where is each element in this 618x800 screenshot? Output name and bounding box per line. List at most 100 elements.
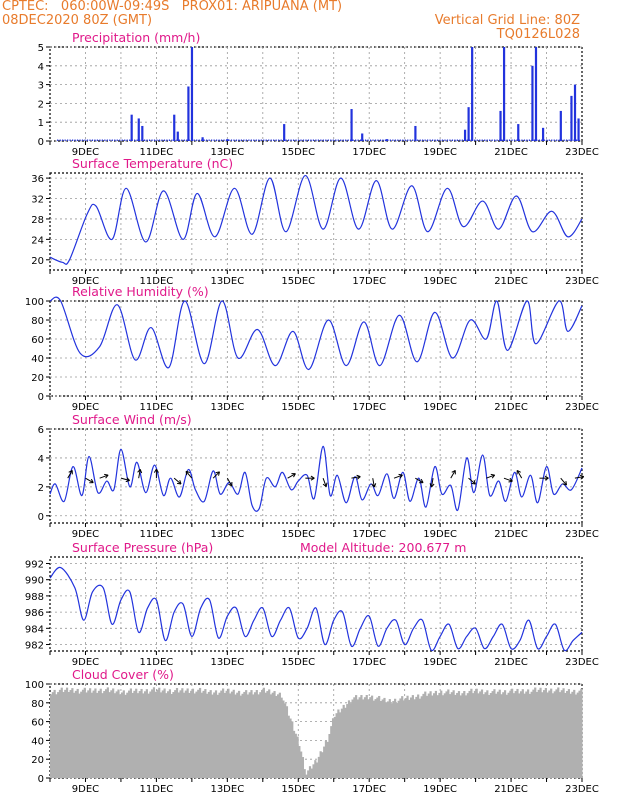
precip-trace [273,139,275,141]
cloud-bar [528,693,531,778]
cloud-bar [147,693,150,778]
precip-bar [361,133,364,141]
wind-arrow [99,474,109,479]
x-tick-label: 23DEC [565,147,599,158]
precip-trace [240,139,243,141]
cloud-bar [156,689,159,778]
cloud-bar [230,691,234,778]
cloud-bar [273,691,276,778]
cloud-bar [60,687,63,778]
cloud-bar [489,693,492,778]
cloud-bar [64,689,67,778]
cloud-bar [473,690,477,778]
x-tick-label: 11DEC [140,784,174,795]
cloud-bar [388,699,391,778]
cloud-bar [502,692,505,778]
cloud-bar [571,691,574,778]
precip-trace [422,139,424,141]
cloud-bar [271,692,274,778]
cloud-bar [392,701,395,778]
precip-trace [225,139,228,141]
cloud-bar [115,691,118,778]
precip-trace [151,139,153,141]
precip-trace [325,139,327,141]
cloud-bar [65,687,69,778]
precip-trace [287,139,290,141]
header-date: 08DEC2020 80Z (GMT) [2,13,153,28]
precip-trace [372,139,374,141]
cloud-bar [323,746,326,778]
precip-trace [355,139,357,141]
precip-trace [109,139,111,141]
precip-bar [559,110,562,141]
y-tick-label: 40 [31,354,44,365]
cloud-bar [557,687,560,778]
x-tick-label: 9DEC [72,657,99,668]
cloud-bar [96,692,99,778]
precip-trace [300,139,302,141]
wind-arrow-head [228,481,233,487]
precip-trace [235,139,238,141]
precip-trace [129,139,131,141]
precip-trace [258,139,260,141]
cloud-bar [573,689,576,778]
precip-trace [176,139,178,141]
precip-trace [335,139,337,141]
precip-trace [362,139,364,141]
cloud-bar [564,692,567,778]
precip-bar [471,47,474,141]
precip-trace [253,139,255,141]
cloud-bar [159,692,163,778]
cloud-bar [255,690,258,778]
cloud-bar [71,688,74,778]
series-line [49,566,583,652]
cloud-bar [429,691,432,778]
precip-trace [394,139,396,141]
precip-trace [399,139,401,141]
precip-trace [166,139,168,141]
precip-trace [215,139,218,141]
cloud-bar [108,692,111,778]
x-tick-label: 15DEC [281,784,315,795]
x-tick-label: 19DEC [423,276,457,287]
cloud-bar [200,692,203,778]
y-tick-label: 2 [38,483,44,494]
precip-trace [526,139,528,141]
precip-trace [568,139,570,141]
cloud-bar [424,691,427,778]
precip-trace [283,139,285,141]
wind-arrow [173,477,182,485]
cloud-bar [92,690,95,778]
cloud-bar [120,692,124,778]
cloud-bar [514,691,517,778]
cloud-bar [252,694,255,778]
precip-trace [220,139,223,141]
precip-trace [153,139,156,141]
precip-trace [292,139,295,141]
panel-title: Surface Pressure (hPa) [72,540,213,555]
cloud-bar [539,687,542,778]
precip-bar [141,125,144,141]
y-tick-label: 80 [31,316,44,327]
cloud-bar [168,689,172,778]
precip-trace [506,139,508,141]
precip-trace [503,139,506,141]
cloud-bar [484,692,487,778]
cloud-bar [94,688,97,778]
cloud-bar [55,694,58,778]
precip-trace [379,139,382,141]
wind-arrow-head [137,468,143,474]
wind-arrow-head [419,478,424,484]
cloud-bar [282,700,285,778]
y-tick-label: 20 [31,256,44,267]
wind-arrow-head [153,468,159,473]
precip-trace [320,139,322,141]
precip-trace [561,139,563,141]
precip-bar [176,131,179,141]
cloud-bar [360,695,363,778]
x-tick-label: 13DEC [210,276,244,287]
x-tick-label: 13DEC [210,402,244,413]
precip-trace [352,139,354,141]
precip-trace [518,139,521,141]
cloud-bar [136,693,140,778]
